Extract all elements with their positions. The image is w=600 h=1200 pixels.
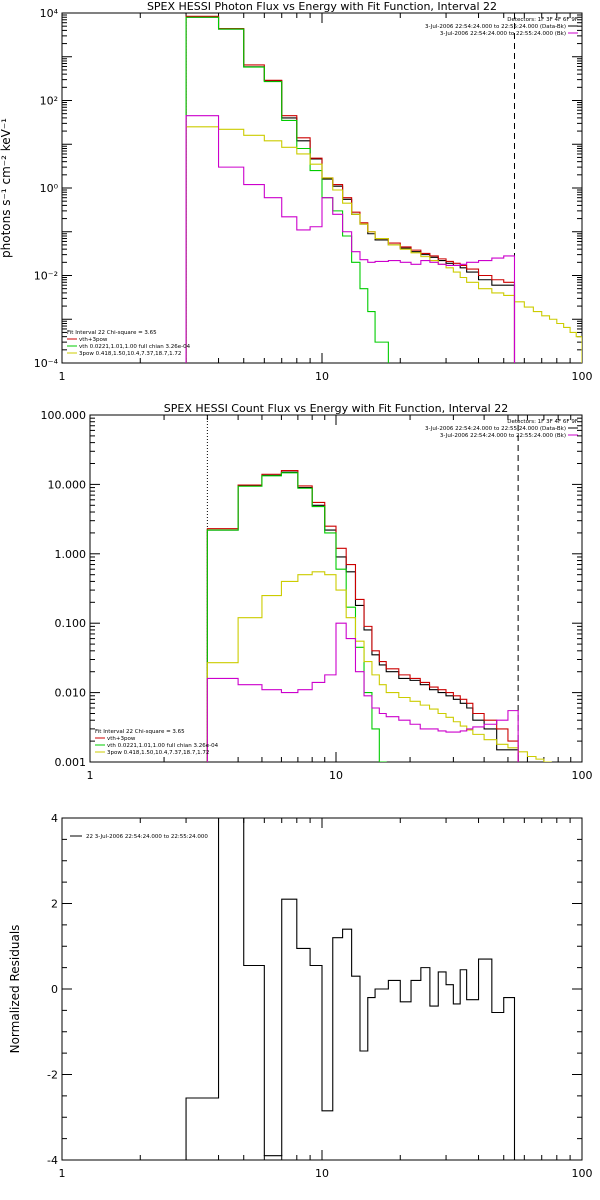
x-tick-label: 10 [315, 1167, 329, 1180]
y-tick-label: 0 [51, 983, 58, 996]
legend-entry: vth 0.0221,1.01,1.00 full chian 3.26e-04 [79, 344, 191, 350]
y-tick-label: 2 [51, 898, 58, 911]
y-tick-label: 1.000 [55, 548, 87, 561]
y-tick-label: 10.000 [48, 478, 87, 491]
x-tick-label: 100 [572, 769, 593, 782]
legend-entry: 3-Jul-2006 22:54:24.000 to 22:55:24.000 … [440, 31, 566, 37]
series-3-step-line [206, 571, 552, 762]
y-tick-label: -4 [47, 1154, 58, 1167]
series-1-step-line [185, 15, 516, 363]
y-tick-label: 0.100 [55, 617, 87, 630]
legend-entry: 3-Jul-2006 22:54:24.000 to 22:55:24.000 … [425, 426, 566, 432]
series-0-step-line [185, 818, 516, 1160]
legend-entry: vth 0.0221,1.01,1.00 full chian 3.26e-04 [107, 743, 219, 749]
y-tick-label: 10⁻² [34, 270, 58, 283]
x-tick-label: 10 [329, 769, 343, 782]
legend-header: Fit Interval 22 Chi-square = 3.65 [67, 330, 157, 336]
series-2-step-line [185, 16, 389, 363]
y-tick-label: 100.000 [41, 409, 87, 422]
legend-header: Detectors: 1F 3F 4F 6F 9F [507, 17, 578, 23]
y-axis-label: photons s⁻¹ cm⁻² keV⁻¹ [0, 118, 13, 258]
chart-title: SPEX HESSI Photon Flux vs Energy with Fi… [147, 0, 497, 13]
y-tick-label: 10² [40, 95, 58, 108]
y-tick-label: -2 [47, 1069, 58, 1082]
legend-entry: 3-Jul-2006 22:54:24.000 to 22:55:24.000 … [425, 24, 566, 30]
series-3-step-line [185, 126, 582, 363]
series-0-step-line [206, 471, 519, 762]
legend-entry: vth+3pow [79, 337, 108, 343]
series-1-step-line [206, 470, 519, 762]
y-tick-label: 10⁰ [40, 182, 59, 195]
legend-entry: 3pow 0.418,1.50,10.4,7.37,18.7,1.72 [79, 351, 181, 357]
y-axis-label: Normalized Residuals [8, 925, 22, 1054]
x-tick-label: 100 [572, 370, 593, 383]
x-tick-label: 100 [572, 1167, 593, 1180]
chart-title: SPEX HESSI Count Flux vs Energy with Fit… [164, 402, 508, 415]
series-0-step-line [185, 16, 516, 363]
series-2-step-line [206, 472, 387, 762]
x-tick-label: 1 [87, 769, 94, 782]
residuals-panel: Normalized Residuals 1 10 100 -4 -2 0 2 4 22 3-Ju… [8, 812, 593, 1180]
series-4-step-line [185, 115, 516, 363]
legend-header: Detectors: 1F 3F 4F 6F 9F [507, 419, 578, 425]
legend-entry: 22 3-Jul-2006 22:54:24.000 to 22:55:24.0… [86, 834, 208, 840]
legend-entry: vth+3pow [107, 736, 136, 742]
x-tick-label: 1 [59, 1167, 66, 1180]
legend-entry: 3-Jul-2006 22:54:24.000 to 22:55:24.000 … [440, 433, 566, 439]
y-tick-label: 10⁴ [40, 7, 59, 20]
count-flux-panel: SPEX HESSI Count Flux vs Energy with Fit… [41, 402, 593, 782]
y-tick-label: 4 [51, 812, 58, 825]
y-tick-label: 10⁻⁴ [34, 357, 59, 370]
legend-entry: 3pow 0.418,1.50,10.4,7.37,18.7,1.72 [107, 750, 209, 756]
y-tick-label: 0.010 [55, 687, 87, 700]
series-4-step-line [206, 622, 519, 762]
x-tick-label: 1 [59, 370, 66, 383]
legend-header: Fit Interval 22 Chi-square = 3.65 [95, 729, 185, 735]
photon-flux-panel: SPEX HESSI Photon Flux vs Energy with Fi… [0, 0, 593, 383]
x-tick-label: 10 [315, 370, 329, 383]
y-tick-label: 0.001 [55, 756, 87, 769]
